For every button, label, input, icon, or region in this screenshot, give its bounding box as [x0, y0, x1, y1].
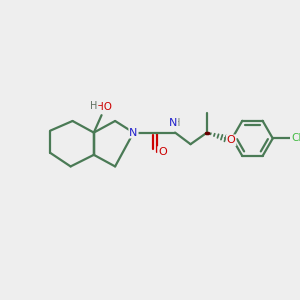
Text: HO: HO [97, 102, 112, 112]
Text: O: O [227, 135, 236, 145]
Text: H: H [90, 100, 98, 110]
Text: Cl: Cl [292, 134, 300, 143]
Text: H: H [173, 118, 181, 128]
Text: N: N [169, 118, 177, 128]
Text: O: O [158, 147, 167, 157]
Text: N: N [129, 128, 138, 138]
